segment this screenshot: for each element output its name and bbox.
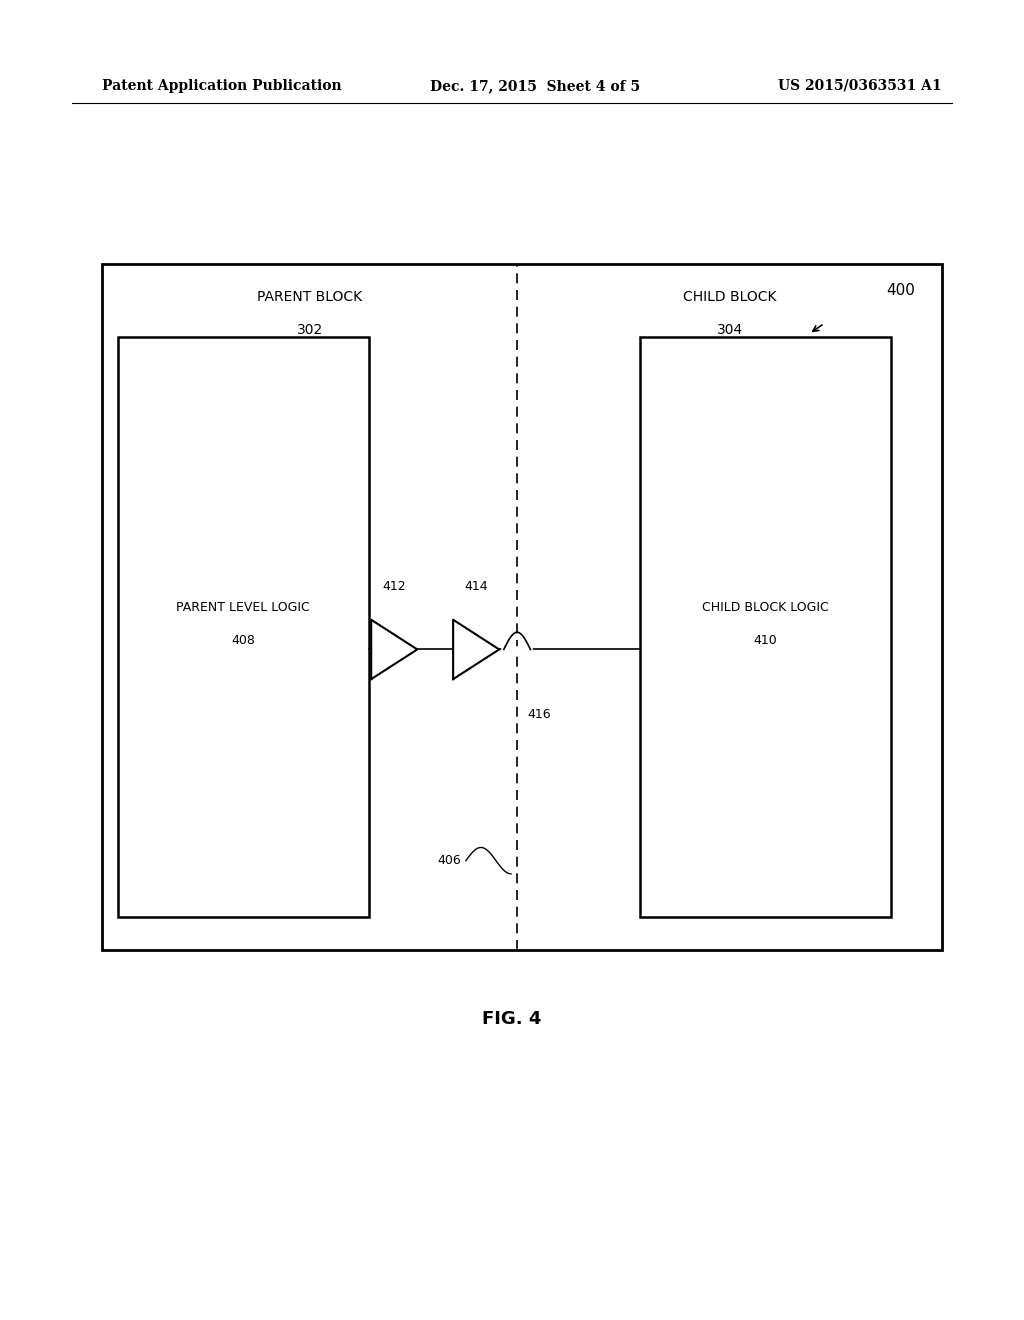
Text: 304: 304 xyxy=(717,323,742,337)
Text: 302: 302 xyxy=(297,323,323,337)
Bar xyxy=(640,337,891,917)
Text: FIG. 4: FIG. 4 xyxy=(482,1010,542,1028)
Text: PARENT LEVEL LOGIC: PARENT LEVEL LOGIC xyxy=(176,601,310,614)
Text: 414: 414 xyxy=(464,581,488,594)
Text: PARENT BLOCK: PARENT BLOCK xyxy=(257,290,362,304)
Text: Dec. 17, 2015  Sheet 4 of 5: Dec. 17, 2015 Sheet 4 of 5 xyxy=(430,79,640,92)
Text: CHILD BLOCK: CHILD BLOCK xyxy=(683,290,776,304)
Bar xyxy=(118,337,369,917)
Text: 416: 416 xyxy=(527,708,551,721)
Text: 412: 412 xyxy=(382,581,407,594)
Text: 406: 406 xyxy=(437,854,461,867)
Text: 410: 410 xyxy=(754,634,777,647)
Text: CHILD BLOCK LOGIC: CHILD BLOCK LOGIC xyxy=(702,601,828,614)
Text: Patent Application Publication: Patent Application Publication xyxy=(102,79,342,92)
Text: 408: 408 xyxy=(231,634,255,647)
Bar xyxy=(102,264,942,950)
Text: US 2015/0363531 A1: US 2015/0363531 A1 xyxy=(778,79,942,92)
Text: 400: 400 xyxy=(886,282,914,298)
